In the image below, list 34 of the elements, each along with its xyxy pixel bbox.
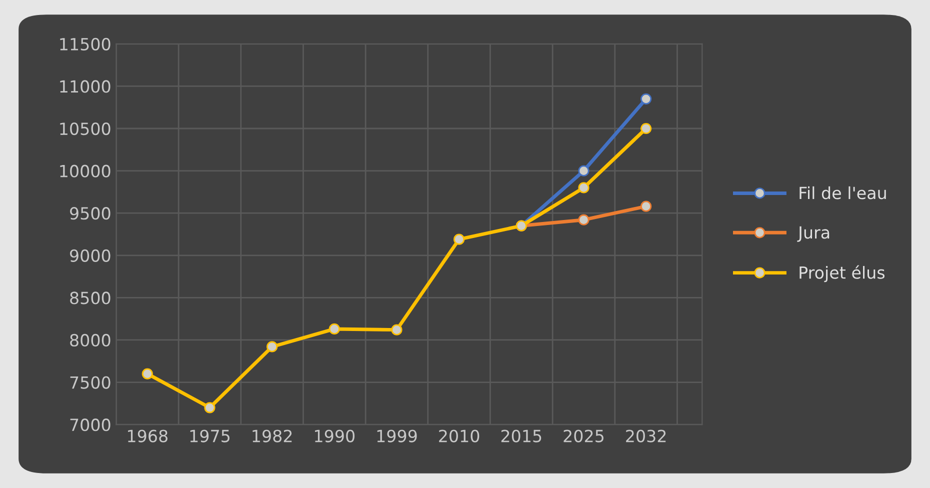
x-tick-label: 2010 [439,430,480,442]
y-tick-label: 10500 [60,122,110,136]
point [142,368,153,380]
point [640,200,652,212]
legend-label: Jura [797,226,830,242]
point [640,93,652,104]
y-tick-label: 9500 [70,207,110,220]
point [204,402,216,414]
point [266,341,278,352]
point [578,165,590,176]
y-tick-label: 11000 [60,80,110,93]
point [640,122,652,134]
legend-label: Fil de l'eau [800,186,886,200]
y-tick-label: 9000 [70,249,110,262]
x-tick-label: 1982 [252,430,292,442]
x-tick-label: 1975 [190,430,230,442]
x-tick-label: 2015 [501,430,542,442]
y-tick-label: 10000 [60,164,110,178]
y-tick-label: 8500 [70,292,110,304]
legend-label: Projet élus [800,265,885,282]
point [328,323,340,335]
point [578,214,590,226]
y-tick-label: 7500 [70,376,110,389]
x-tick-label: 1990 [315,430,355,442]
x-tick-label: 2032 [626,430,666,442]
y-tick-label: 8000 [70,334,110,347]
x-tick-label: 1968 [128,430,168,442]
y-tick-label: 11500 [60,38,110,50]
x-tick-label: 1999 [377,430,417,442]
x-tick-label: 2025 [564,430,604,442]
point [578,182,590,194]
point [454,234,465,245]
y-tick-label: 7000 [70,418,110,432]
point [391,324,402,336]
